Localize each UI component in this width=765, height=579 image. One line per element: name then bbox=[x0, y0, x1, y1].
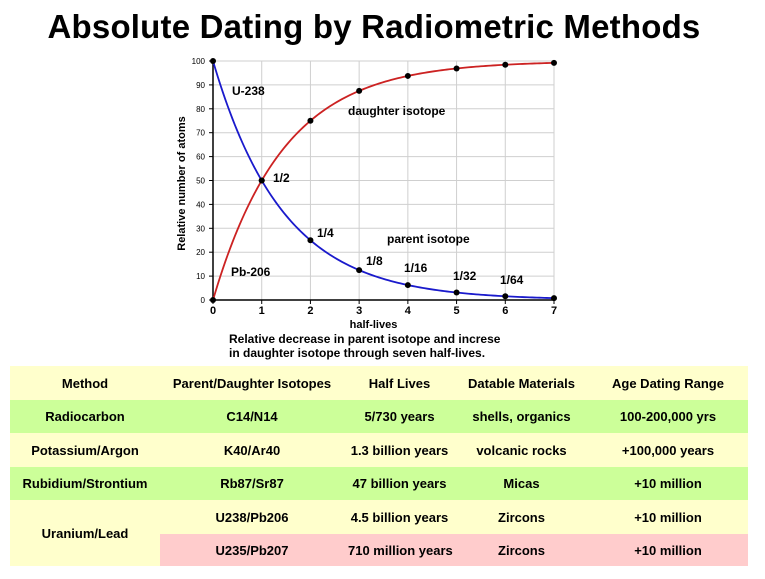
daughter-point bbox=[502, 61, 509, 68]
parent-point bbox=[453, 289, 460, 296]
dating-methods-table: Method Parent/Daughter Isotopes Half Liv… bbox=[10, 366, 748, 566]
label-parent-isotope: parent isotope bbox=[387, 232, 470, 246]
header-isotopes: Parent/Daughter Isotopes bbox=[160, 366, 344, 400]
x-tick-label: 3 bbox=[356, 305, 362, 317]
table-row: Radiocarbon C14/N14 5/730 years shells, … bbox=[10, 400, 748, 433]
page-title: Absolute Dating by Radiometric Methods bbox=[47, 8, 701, 45]
cell-range: 100-200,000 yrs bbox=[588, 400, 748, 433]
label-thirty-second: 1/32 bbox=[453, 269, 477, 283]
cell-half-life: 1.3 billion years bbox=[344, 433, 455, 467]
y-tick-label: 80 bbox=[196, 105, 205, 114]
cell-range: +10 million bbox=[588, 500, 748, 534]
cell-range: +100,000 years bbox=[588, 433, 748, 467]
header-materials: Datable Materials bbox=[455, 366, 588, 400]
y-tick-label: 60 bbox=[196, 153, 205, 162]
series-line-parent bbox=[212, 60, 555, 300]
cell-half-life: 4.5 billion years bbox=[344, 500, 455, 534]
cell-range: +10 million bbox=[588, 534, 748, 566]
cell-method: Rubidium/Strontium bbox=[10, 467, 160, 500]
cell-isotopes: U238/Pb206 bbox=[160, 500, 344, 534]
cell-materials: shells, organics bbox=[455, 400, 588, 433]
x-tick-label: 1 bbox=[259, 305, 265, 317]
parent-point bbox=[551, 295, 557, 302]
x-tick-label: 2 bbox=[307, 305, 313, 317]
label-u238: U-238 bbox=[232, 84, 265, 98]
parent-point bbox=[356, 267, 363, 274]
y-tick-label: 0 bbox=[201, 296, 206, 305]
x-tick-label: 6 bbox=[502, 305, 508, 317]
cell-range: +10 million bbox=[588, 467, 748, 500]
cell-isotopes: C14/N14 bbox=[160, 400, 344, 433]
y-axis-title: Relative number of atoms bbox=[176, 116, 188, 250]
label-pb206: Pb-206 bbox=[231, 265, 271, 279]
label-sixty-fourth: 1/64 bbox=[500, 273, 524, 287]
cell-isotopes: U235/Pb207 bbox=[160, 534, 344, 566]
cell-materials: Micas bbox=[455, 467, 588, 500]
y-tick-label: 30 bbox=[196, 224, 205, 233]
x-tick-label: 0 bbox=[210, 305, 216, 317]
label-eighth: 1/8 bbox=[366, 254, 383, 268]
label-half: 1/2 bbox=[273, 171, 290, 185]
cell-isotopes: Rb87/Sr87 bbox=[160, 467, 344, 500]
caption-line-1: Relative decrease in parent isotope and … bbox=[229, 332, 501, 346]
y-tick-label: 100 bbox=[192, 57, 206, 66]
table-row: U235/Pb207 710 million years Zircons +10… bbox=[10, 534, 748, 566]
y-tick-label: 40 bbox=[196, 200, 205, 209]
header-age-range: Age Dating Range bbox=[588, 366, 748, 400]
parent-point bbox=[210, 58, 216, 64]
header-method: Method bbox=[10, 366, 160, 400]
label-quarter: 1/4 bbox=[317, 226, 334, 240]
cell-materials: Zircons bbox=[455, 534, 588, 566]
table-row: Uranium/Lead U238/Pb206 4.5 billion year… bbox=[10, 500, 748, 566]
y-tick-label: 10 bbox=[196, 272, 205, 281]
cell-half-life: 710 million years bbox=[344, 534, 455, 566]
daughter-point bbox=[307, 117, 314, 124]
cell-half-life: 5/730 years bbox=[344, 400, 455, 433]
cell-isotopes: K40/Ar40 bbox=[160, 433, 344, 467]
cell-method: Uranium/Lead bbox=[10, 500, 160, 566]
cell-method: Radiocarbon bbox=[10, 400, 160, 433]
table-row: Rubidium/Strontium Rb87/Sr87 47 billion … bbox=[10, 467, 748, 500]
x-tick-label: 7 bbox=[551, 305, 557, 317]
parent-point bbox=[502, 293, 509, 300]
table-row: Potassium/Argon K40/Ar40 1.3 billion yea… bbox=[10, 433, 748, 467]
y-tick-label: 50 bbox=[196, 177, 205, 186]
label-sixteenth: 1/16 bbox=[404, 261, 428, 275]
cell-method: Potassium/Argon bbox=[10, 433, 160, 467]
y-tick-label: 90 bbox=[196, 81, 205, 90]
header-half-lives: Half Lives bbox=[344, 366, 455, 400]
decay-chart: 0 1 2 3 4 5 6 70102030405060708090100half-lives… bbox=[176, 57, 557, 331]
series-line-daughter bbox=[212, 61, 555, 301]
daughter-point bbox=[210, 297, 216, 303]
daughter-point bbox=[356, 87, 363, 94]
x-tick-label: 5 bbox=[454, 305, 460, 317]
label-daughter-isotope: daughter isotope bbox=[348, 104, 446, 118]
daughter-point bbox=[453, 65, 460, 72]
y-tick-label: 70 bbox=[196, 129, 205, 138]
parent-point bbox=[307, 237, 314, 244]
x-tick-label: 4 bbox=[405, 305, 412, 317]
y-tick-label: 20 bbox=[196, 248, 205, 257]
parent-point bbox=[404, 282, 411, 289]
cell-half-life: 47 billion years bbox=[344, 467, 455, 500]
cell-materials: Zircons bbox=[455, 500, 588, 534]
daughter-point bbox=[258, 177, 265, 184]
daughter-point bbox=[551, 59, 557, 66]
x-axis-title: half-lives bbox=[350, 319, 398, 331]
cell-materials: volcanic rocks bbox=[455, 433, 588, 467]
chart-caption: Relative decrease in parent isotope and … bbox=[229, 332, 549, 360]
table-header-row: Method Parent/Daughter Isotopes Half Liv… bbox=[10, 366, 748, 400]
daughter-point bbox=[404, 72, 411, 79]
caption-line-2: in daughter isotope through seven half-l… bbox=[229, 345, 486, 360]
